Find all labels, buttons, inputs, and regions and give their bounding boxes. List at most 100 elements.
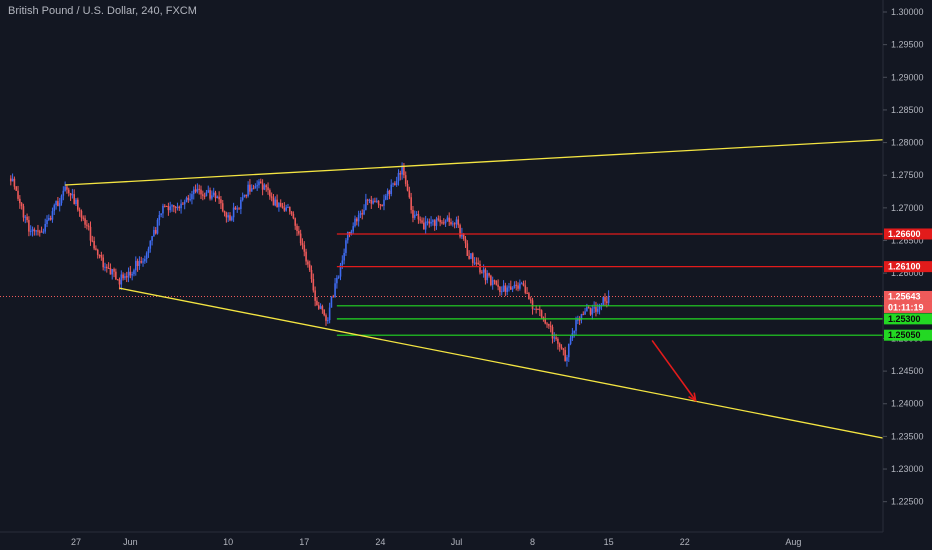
- candle: [325, 313, 327, 326]
- candle: [528, 291, 530, 300]
- candle: [578, 316, 581, 325]
- candle: [165, 205, 168, 207]
- candle: [154, 227, 157, 235]
- candle: [200, 185, 202, 200]
- candle: [218, 191, 220, 204]
- candle: [412, 205, 414, 223]
- candle: [374, 197, 376, 203]
- candle: [345, 238, 347, 256]
- candle: [356, 217, 358, 226]
- candle: [125, 271, 128, 283]
- candle: [392, 182, 394, 188]
- y-tick-label: 1.30000: [891, 7, 924, 17]
- price-axis[interactable]: 1.30000 1.29500 1.29000 1.28500 1.28000 1.275…: [882, 0, 932, 550]
- candle: [220, 195, 222, 210]
- candle: [229, 212, 231, 222]
- candle: [51, 207, 54, 223]
- candle: [310, 265, 313, 283]
- candle: [343, 248, 345, 265]
- candle: [116, 279, 119, 281]
- candle: [288, 206, 291, 215]
- candle: [31, 226, 34, 237]
- candle: [299, 229, 302, 246]
- candle: [296, 223, 298, 236]
- candle: [459, 223, 461, 239]
- candle: [247, 181, 249, 198]
- candle: [290, 210, 293, 216]
- candle: [433, 219, 436, 231]
- candle: [453, 222, 456, 229]
- candle: [415, 211, 418, 216]
- candle: [151, 235, 153, 246]
- candle: [424, 215, 427, 235]
- candle: [504, 282, 507, 297]
- candle: [89, 221, 92, 246]
- upper-trendline[interactable]: [65, 138, 892, 186]
- candle: [506, 285, 508, 296]
- candle: [274, 196, 277, 207]
- forecast-arrow[interactable]: [651, 339, 697, 402]
- candle: [203, 192, 206, 200]
- candle: [500, 286, 503, 296]
- candle: [160, 213, 162, 218]
- candle: [352, 222, 354, 234]
- time-axis[interactable]: 27 Jun 10 17 24 Jul 8 15 22 Aug: [0, 531, 883, 550]
- candle: [283, 202, 286, 212]
- candle: [269, 188, 271, 200]
- candle: [383, 194, 385, 211]
- y-tick-label: 1.27500: [891, 170, 924, 180]
- candle: [82, 215, 85, 221]
- candle: [169, 201, 172, 213]
- candle: [87, 223, 90, 231]
- candle: [558, 342, 561, 352]
- candle: [548, 323, 550, 329]
- candle: [225, 211, 228, 223]
- candle: [519, 279, 521, 291]
- candle: [562, 347, 565, 356]
- lower-trendline[interactable]: [119, 287, 892, 441]
- y-tick-label: 1.28500: [891, 105, 924, 115]
- candle: [11, 173, 14, 182]
- candle: [254, 183, 257, 189]
- candle: [66, 184, 68, 194]
- candle: [406, 180, 409, 192]
- candle: [20, 202, 23, 210]
- y-tick-label: 1.23000: [891, 464, 924, 474]
- candle: [410, 192, 412, 214]
- candle: [202, 190, 204, 201]
- candle: [236, 205, 239, 213]
- candle: [426, 218, 429, 226]
- candle: [187, 194, 190, 203]
- candle: [529, 296, 532, 304]
- y-tick-label: 1.29500: [891, 40, 924, 50]
- candle: [495, 280, 498, 286]
- candle: [44, 218, 47, 234]
- candle: [131, 271, 133, 281]
- candle: [564, 346, 566, 362]
- candle: [421, 217, 423, 224]
- candle: [477, 257, 479, 265]
- candle: [553, 332, 556, 343]
- candle: [493, 279, 496, 285]
- candle: [49, 215, 52, 221]
- candle: [446, 215, 449, 222]
- candle: [417, 210, 420, 224]
- candle: [57, 196, 59, 207]
- candle: [470, 252, 472, 260]
- candle: [80, 209, 83, 222]
- candle: [180, 199, 182, 214]
- candle: [22, 203, 25, 222]
- candle: [475, 257, 478, 266]
- candle: [535, 305, 537, 314]
- candle: [600, 302, 603, 311]
- candle: [441, 220, 443, 225]
- candle: [124, 273, 126, 281]
- candle: [138, 256, 141, 270]
- candle: [194, 184, 197, 194]
- candle: [573, 330, 576, 338]
- candle: [533, 308, 536, 310]
- candle: [223, 210, 226, 217]
- candle: [182, 202, 184, 205]
